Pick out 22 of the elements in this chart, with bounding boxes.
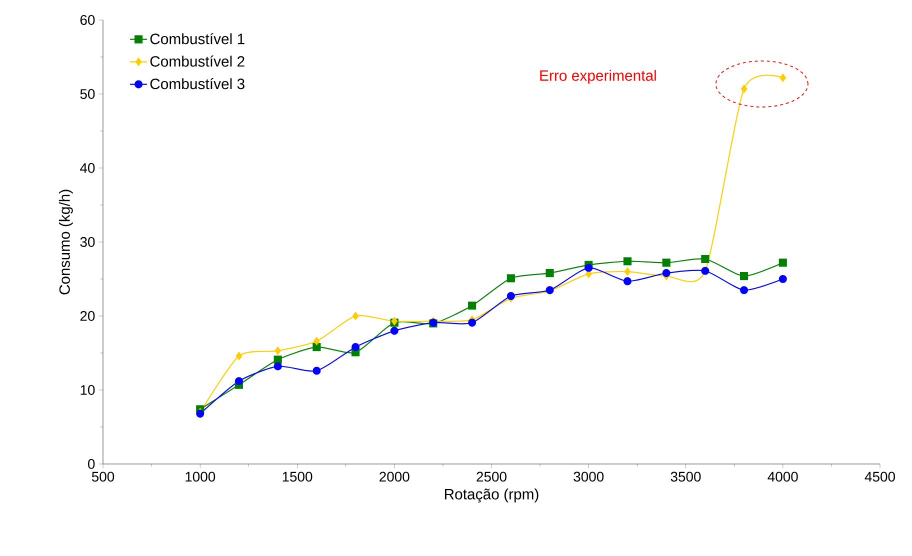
y-tick-label: 0 bbox=[88, 459, 95, 469]
y-axis-title: Consumo (kg/h) bbox=[58, 190, 73, 294]
legend-label: Combustível 1 bbox=[150, 33, 244, 44]
legend-label: Combustível 3 bbox=[150, 78, 244, 90]
x-axis-title: Rotação (rpm) bbox=[444, 488, 538, 502]
x-tick-label: 1500 bbox=[282, 472, 312, 482]
x-tick-label: 3500 bbox=[670, 472, 701, 482]
y-tick-label: 40 bbox=[80, 163, 95, 173]
y-tick-label: 10 bbox=[80, 385, 95, 395]
x-tick-label: 500 bbox=[92, 472, 114, 482]
annotation: Erro experimental bbox=[540, 70, 656, 84]
legend-label: Combustível 2 bbox=[150, 56, 244, 67]
y-tick-label: 20 bbox=[80, 311, 95, 321]
y-tick-label: 50 bbox=[80, 89, 95, 99]
x-tick-label: 4500 bbox=[864, 472, 895, 482]
x-tick-label: 1000 bbox=[186, 472, 216, 482]
x-tick-label: 3000 bbox=[574, 472, 604, 482]
y-tick-label: 60 bbox=[80, 15, 95, 25]
y-tick-label: 30 bbox=[80, 237, 95, 247]
x-tick-label: 2500 bbox=[476, 472, 506, 482]
x-tick-label: 2000 bbox=[380, 472, 410, 482]
x-tick-label: 4000 bbox=[768, 472, 798, 482]
